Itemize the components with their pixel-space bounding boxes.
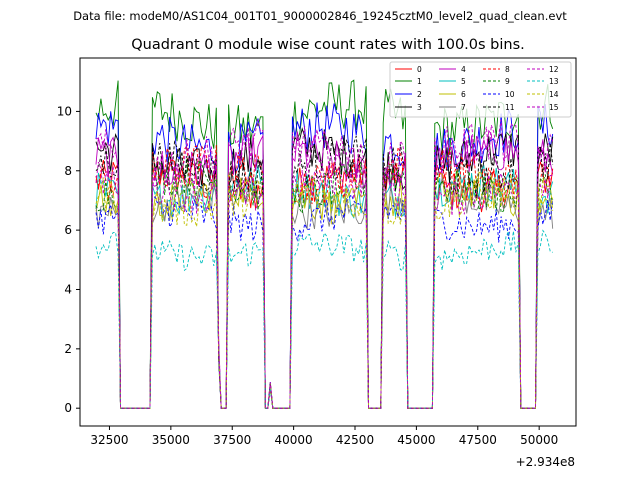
legend-box xyxy=(389,61,572,118)
series-line-13 xyxy=(95,229,553,409)
series-line-7 xyxy=(95,177,554,409)
data-file-suptitle: Data file: modeM0/AS1C04_001T01_90000028… xyxy=(73,9,567,23)
y-tick-label: 4 xyxy=(64,282,72,296)
y-tick-label: 2 xyxy=(64,342,72,356)
legend-label-12: 12 xyxy=(549,65,559,74)
x-tick-label: 40000 xyxy=(275,433,313,447)
x-offset-label: +2.934e8 xyxy=(516,455,575,469)
legend-label-7: 7 xyxy=(461,103,466,112)
x-axis: 32500 35000 37500 40000 42500 45000 47500 50000 xyxy=(90,426,558,447)
legend-label-3: 3 xyxy=(417,103,422,112)
legend-label-8: 8 xyxy=(505,65,510,74)
series-line-8 xyxy=(95,144,554,409)
series-line-2 xyxy=(95,102,554,409)
chart-title: Quadrant 0 module wise count rates with … xyxy=(131,37,525,53)
x-tick-label: 32500 xyxy=(90,433,128,447)
y-tick-label: 0 xyxy=(64,401,72,415)
plot-frame xyxy=(79,57,577,427)
legend-label-15: 15 xyxy=(549,103,559,112)
series-line-4 xyxy=(95,129,554,409)
legend-label-14: 14 xyxy=(549,90,559,99)
x-tick-label: 45000 xyxy=(397,433,435,447)
series-line-15 xyxy=(95,119,554,409)
series-line-14 xyxy=(95,174,554,409)
legend-label-5: 5 xyxy=(461,77,466,86)
x-tick-label: 35000 xyxy=(152,433,190,447)
y-tick-label: 8 xyxy=(64,164,72,178)
legend-label-6: 6 xyxy=(461,90,466,99)
y-tick-label: 6 xyxy=(64,223,72,237)
y-tick-label: 10 xyxy=(57,104,72,118)
legend-label-0: 0 xyxy=(417,65,422,74)
x-tick-label: 42500 xyxy=(336,433,374,447)
series-layer xyxy=(95,79,554,409)
legend-label-9: 9 xyxy=(505,77,510,86)
legend-label-2: 2 xyxy=(417,90,422,99)
legend-label-4: 4 xyxy=(461,65,466,74)
legend-label-13: 13 xyxy=(549,77,559,86)
series-line-11 xyxy=(95,135,554,409)
x-tick-label: 50000 xyxy=(520,433,558,447)
legend-label-11: 11 xyxy=(505,103,515,112)
x-tick-label: 47500 xyxy=(459,433,497,447)
legend-label-1: 1 xyxy=(417,77,422,86)
y-axis: 0 2 4 6 8 10 xyxy=(57,104,80,415)
legend-label-10: 10 xyxy=(505,90,515,99)
series-line-12 xyxy=(95,161,553,409)
x-tick-label: 37500 xyxy=(213,433,251,447)
series-line-10 xyxy=(95,193,554,409)
